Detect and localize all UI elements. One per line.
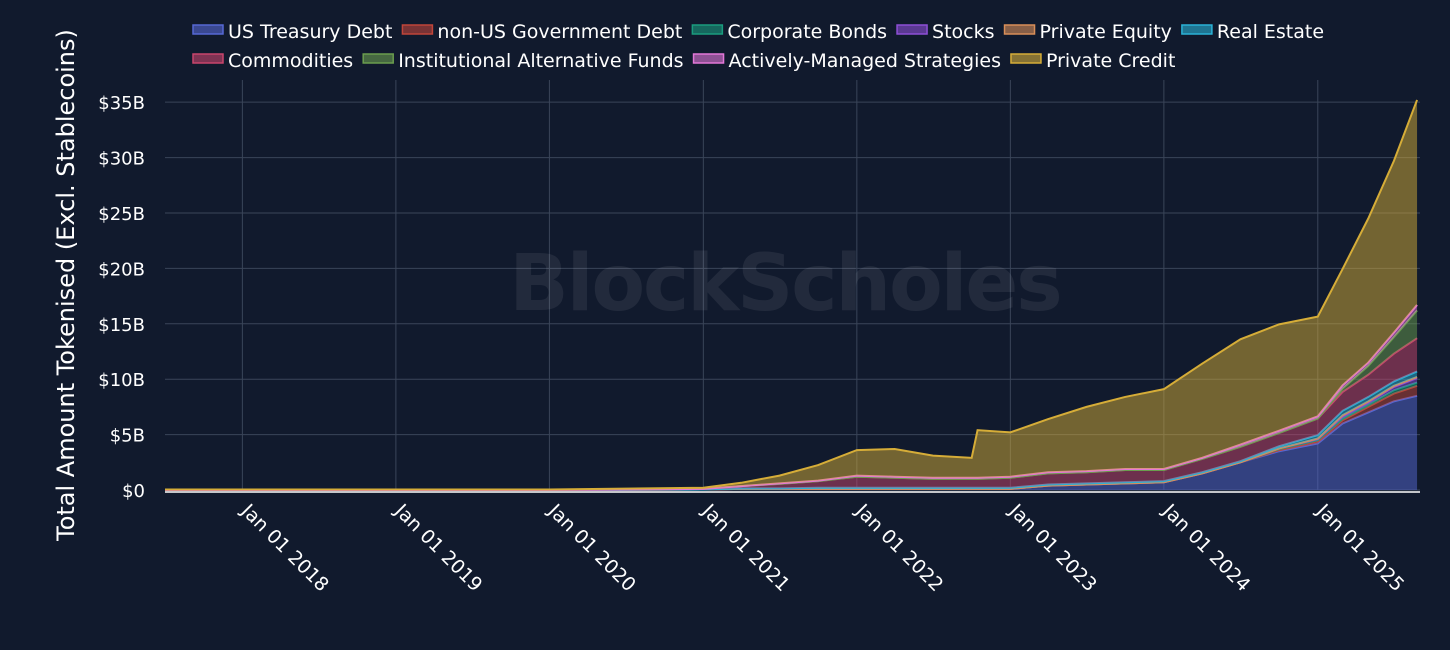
y-axis-ticks: $0 $5B $10B $15B $20B $25B $30B $35B (98, 93, 145, 502)
legend-swatch (1003, 24, 1036, 35)
legend-item-private-equity[interactable]: Private Equity (1003, 21, 1172, 43)
y-tick-label: $20B (98, 259, 145, 280)
legend-swatch (401, 24, 434, 35)
legend-label: Real Estate (1217, 21, 1324, 43)
legend-item-stocks[interactable]: Stocks (896, 21, 995, 43)
legend-item-corporate-bonds[interactable]: Corporate Bonds (691, 21, 887, 43)
legend-swatch (1181, 24, 1213, 35)
legend-label: US Treasury Debt (228, 21, 392, 43)
area-us-treasury-debt (165, 395, 1418, 490)
legend-swatch (691, 24, 724, 35)
legend-label: Private Credit (1046, 50, 1175, 72)
y-tick-label: $0 (122, 481, 145, 502)
legend-label: Institutional Alternative Funds (398, 50, 683, 72)
y-tick-label: $15B (98, 315, 145, 336)
legend-label: Actively-Managed Strategies (729, 50, 1001, 72)
legend-item-institutional-alternative-funds[interactable]: Institutional Alternative Funds (362, 50, 684, 72)
legend-item-real-estate[interactable]: Real Estate (1181, 21, 1324, 43)
legend-label: Commodities (228, 50, 353, 72)
y-axis-title: Total Amount Tokenised (Excl. Stablecoin… (52, 29, 80, 542)
y-tick-label: $30B (98, 149, 145, 170)
legend-swatch (1010, 53, 1042, 64)
legend-swatch (192, 24, 224, 35)
gridlines (165, 80, 1420, 491)
legend-item-actively-managed-strategies[interactable]: Actively-Managed Strategies (692, 50, 1001, 72)
y-tick-label: $10B (98, 370, 145, 391)
legend-label: Private Equity (1040, 21, 1172, 43)
legend-item-non-us-government-debt[interactable]: non-US Government Debt (401, 21, 682, 43)
legend-item-commodities[interactable]: Commodities (192, 50, 353, 72)
watermark: BlockScholes (509, 239, 1060, 329)
legend-item-private-credit[interactable]: Private Credit (1010, 50, 1175, 72)
legend[interactable]: US Treasury Debt non-US Government Debt Co… (192, 21, 1324, 72)
y-tick-label: $25B (98, 204, 145, 225)
line-private-credit (165, 99, 1418, 491)
legend-label: Corporate Bonds (727, 21, 887, 43)
area-series-group (165, 99, 1418, 491)
y-tick-label: $35B (98, 93, 145, 114)
legend-swatch (362, 53, 394, 64)
legend-swatch (692, 53, 725, 64)
legend-label: non-US Government Debt (437, 21, 682, 43)
legend-label: Stocks (932, 21, 994, 43)
legend-item-us-treasury-debt[interactable]: US Treasury Debt (192, 21, 392, 43)
y-tick-label: $5B (110, 426, 145, 447)
legend-swatch (896, 24, 928, 35)
legend-swatch (192, 53, 224, 64)
